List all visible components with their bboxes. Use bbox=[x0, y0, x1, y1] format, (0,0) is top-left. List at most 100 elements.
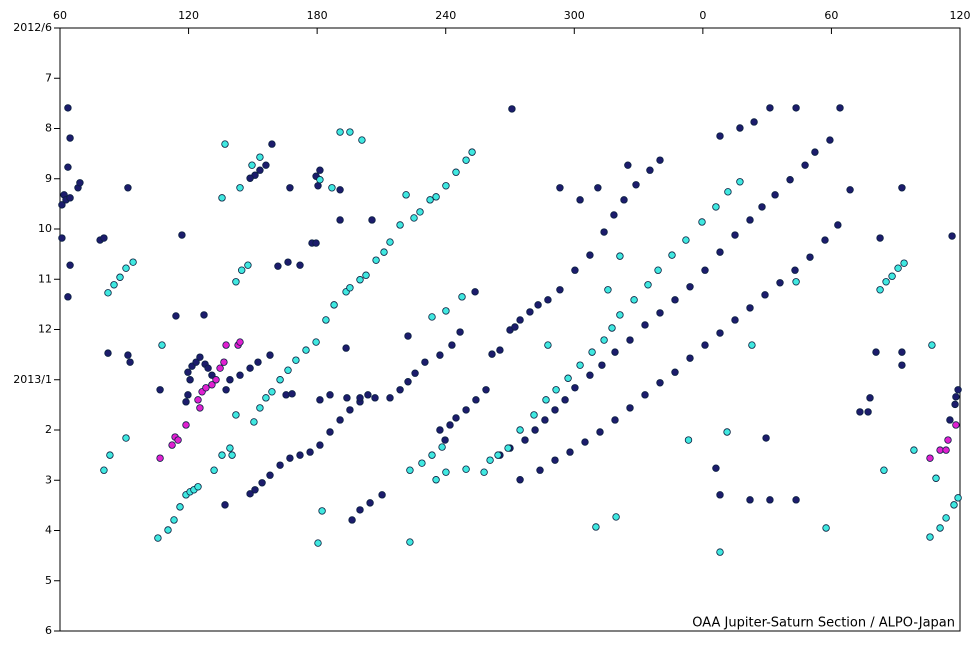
data-point bbox=[226, 376, 234, 384]
y-tick-label: 2 bbox=[45, 423, 52, 436]
data-point bbox=[632, 181, 640, 189]
data-point bbox=[952, 421, 960, 429]
data-point bbox=[598, 361, 606, 369]
data-point bbox=[226, 444, 234, 452]
data-point bbox=[462, 465, 470, 473]
data-point bbox=[482, 386, 490, 394]
data-point bbox=[791, 266, 799, 274]
data-point bbox=[184, 368, 192, 376]
data-point bbox=[656, 156, 664, 164]
x-tick-label: 120 bbox=[178, 9, 199, 22]
y-tick-label: 7 bbox=[45, 71, 52, 84]
data-point bbox=[312, 338, 320, 346]
data-point bbox=[592, 523, 600, 531]
data-point bbox=[194, 483, 202, 491]
data-point bbox=[210, 466, 218, 474]
data-point bbox=[129, 258, 137, 266]
data-point bbox=[274, 262, 282, 270]
data-point bbox=[641, 391, 649, 399]
data-point bbox=[771, 191, 779, 199]
data-point bbox=[428, 313, 436, 321]
x-tick-label: 0 bbox=[699, 9, 706, 22]
credit: OAA Jupiter-Saturn Section / ALPO-Japan bbox=[692, 616, 955, 631]
data-point bbox=[822, 524, 830, 532]
data-point bbox=[544, 341, 552, 349]
data-point bbox=[876, 234, 884, 242]
data-point bbox=[371, 394, 379, 402]
data-point bbox=[876, 286, 884, 294]
data-point bbox=[846, 186, 854, 194]
data-point bbox=[221, 140, 229, 148]
data-point bbox=[894, 264, 902, 272]
data-point bbox=[368, 216, 376, 224]
data-point bbox=[494, 451, 502, 459]
x-tick-label: 60 bbox=[53, 9, 67, 22]
data-point bbox=[821, 236, 829, 244]
data-point bbox=[286, 184, 294, 192]
data-point bbox=[126, 358, 134, 366]
data-point bbox=[654, 266, 662, 274]
data-point bbox=[441, 436, 449, 444]
data-point bbox=[504, 444, 512, 452]
data-point bbox=[288, 390, 296, 398]
data-point bbox=[950, 501, 958, 509]
data-point bbox=[186, 376, 194, 384]
data-point bbox=[202, 384, 210, 392]
data-point bbox=[182, 398, 190, 406]
data-point bbox=[268, 388, 276, 396]
data-point bbox=[358, 136, 366, 144]
data-point bbox=[566, 448, 574, 456]
data-point bbox=[792, 496, 800, 504]
data-point bbox=[346, 284, 354, 292]
data-point bbox=[406, 466, 414, 474]
data-point bbox=[656, 309, 664, 317]
data-point bbox=[826, 136, 834, 144]
data-point bbox=[542, 396, 550, 404]
data-point bbox=[712, 203, 720, 211]
data-point bbox=[76, 179, 84, 187]
data-point bbox=[66, 194, 74, 202]
data-point bbox=[322, 316, 330, 324]
y-tick-label: 2013/1 bbox=[13, 373, 52, 386]
data-point bbox=[346, 128, 354, 136]
data-point bbox=[228, 451, 236, 459]
data-point bbox=[576, 361, 584, 369]
data-point bbox=[316, 441, 324, 449]
data-point bbox=[251, 486, 259, 494]
data-point bbox=[594, 184, 602, 192]
data-point bbox=[178, 231, 186, 239]
data-point bbox=[284, 258, 292, 266]
data-point bbox=[864, 408, 872, 416]
data-point bbox=[436, 351, 444, 359]
data-point bbox=[122, 264, 130, 272]
data-point bbox=[516, 426, 524, 434]
data-point bbox=[746, 304, 754, 312]
data-point bbox=[218, 451, 226, 459]
data-point bbox=[928, 341, 936, 349]
data-point bbox=[244, 261, 252, 269]
x-tick-label: 300 bbox=[564, 9, 585, 22]
data-point bbox=[246, 364, 254, 372]
data-point bbox=[948, 232, 956, 240]
data-point bbox=[641, 321, 649, 329]
data-point bbox=[208, 371, 216, 379]
data-point bbox=[64, 293, 72, 301]
data-point bbox=[556, 286, 564, 294]
data-point bbox=[386, 394, 394, 402]
data-point bbox=[496, 346, 504, 354]
data-point bbox=[378, 491, 386, 499]
data-point bbox=[888, 272, 896, 280]
data-point bbox=[472, 396, 480, 404]
data-point bbox=[266, 471, 274, 479]
data-point bbox=[724, 188, 732, 196]
data-point bbox=[104, 289, 112, 297]
data-point bbox=[421, 358, 429, 366]
data-point bbox=[600, 336, 608, 344]
data-point bbox=[196, 404, 204, 412]
data-point bbox=[411, 369, 419, 377]
data-point bbox=[684, 436, 693, 444]
data-point bbox=[330, 301, 338, 309]
data-point bbox=[362, 271, 370, 279]
data-point bbox=[723, 428, 731, 436]
